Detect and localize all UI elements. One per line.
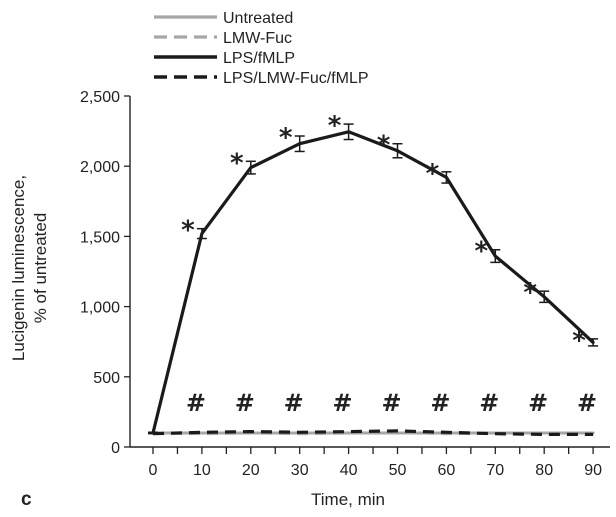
asterisk-marker: * <box>230 148 244 178</box>
y-tick-label: 2,000 <box>80 159 120 176</box>
legend-label: Untreated <box>223 10 293 27</box>
y-axis-title-line-2: % of untreated <box>31 213 50 324</box>
legend-label: LPS/fMLP <box>223 50 295 67</box>
x-tick-label: 40 <box>340 462 358 479</box>
y-tick-label: 500 <box>93 370 120 387</box>
asterisk-marker: * <box>572 326 586 356</box>
legend: Untreated LMW-Fuc LPS/fMLP LPS/LMW-Fuc/fMLP <box>154 10 369 87</box>
x-tick-label: 30 <box>291 462 309 479</box>
hash-marker: # <box>577 389 597 417</box>
asterisk-marker: * <box>328 111 342 141</box>
axes: 0 500 1,000 1,500 2,000 2,500 0 10 20 30 40 50 60 70 8… <box>80 89 610 479</box>
hash-marker: # <box>381 389 401 417</box>
asterisk-marker: * <box>181 216 195 246</box>
x-tick-label: 60 <box>438 462 456 479</box>
y-axis-title-line-1: Lucigenin luminescence, <box>9 175 28 361</box>
asterisk-marker: * <box>377 131 391 161</box>
asterisk-marker: * <box>474 237 488 267</box>
legend-label: LPS/LMW-Fuc/fMLP <box>223 70 369 87</box>
hash-marker: # <box>430 389 450 417</box>
series-line-2 <box>151 130 595 435</box>
x-tick-label: 90 <box>584 462 602 479</box>
x-tick-label: 50 <box>389 462 407 479</box>
x-axis-title: Time, min <box>311 490 385 509</box>
significance-markers: * * * * * * * * * # # # # # # # # # <box>181 111 597 417</box>
series-line-3 <box>152 429 594 436</box>
series-layer <box>148 123 599 436</box>
hash-marker: # <box>479 389 499 417</box>
hash-marker: # <box>284 389 304 417</box>
x-tick-label: 70 <box>486 462 504 479</box>
y-tick-label: 1,500 <box>80 229 120 246</box>
hash-marker: # <box>333 389 353 417</box>
panel-label: c <box>21 489 32 510</box>
y-tick-label: 1,000 <box>80 300 120 317</box>
x-tick-label: 10 <box>193 462 211 479</box>
hash-marker: # <box>528 389 548 417</box>
legend-label: LMW-Fuc <box>223 30 292 47</box>
x-tick-label: 80 <box>535 462 553 479</box>
asterisk-marker: * <box>279 123 293 153</box>
hash-marker: # <box>235 389 255 417</box>
x-tick-label: 0 <box>149 462 158 479</box>
y-tick-label: 0 <box>111 440 120 457</box>
hash-marker: # <box>186 389 206 417</box>
y-tick-label: 2,500 <box>80 89 120 106</box>
x-tick-label: 20 <box>242 462 260 479</box>
asterisk-marker: * <box>426 159 440 189</box>
asterisk-marker: * <box>523 278 537 308</box>
